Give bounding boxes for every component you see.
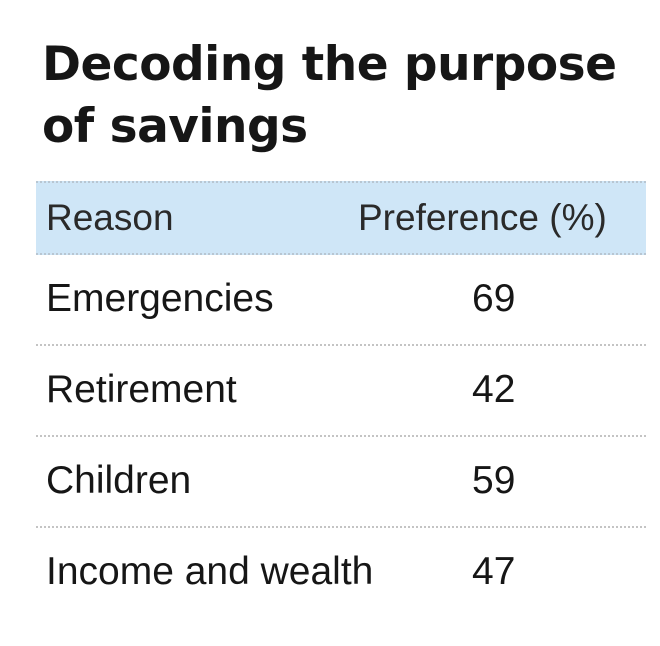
table-row: Emergencies 69 [36,255,646,346]
cell-preference: 69 [472,277,516,320]
table-row: Children 59 [36,437,646,528]
cell-reason: Retirement [46,368,237,411]
cell-reason: Emergencies [46,277,274,320]
cell-preference: 42 [472,368,516,411]
savings-table: Reason Preference (%) Emergencies 69 Retir… [36,181,646,619]
column-header-preference: Preference (%) [358,197,607,238]
cell-preference: 47 [472,550,516,593]
column-header-reason: Reason [46,197,174,238]
table-row: Retirement 42 [36,346,646,437]
cell-reason: Children [46,459,192,502]
chart-title: Decoding the purpose of savings [42,37,617,154]
cell-reason: Income and wealth [46,550,374,593]
table-header-row: Reason Preference (%) [36,181,646,255]
table-body: Emergencies 69 Retirement 42 Children 59 Incom… [36,255,646,619]
table-row: Income and wealth 47 [36,528,646,619]
cell-preference: 59 [472,459,516,502]
